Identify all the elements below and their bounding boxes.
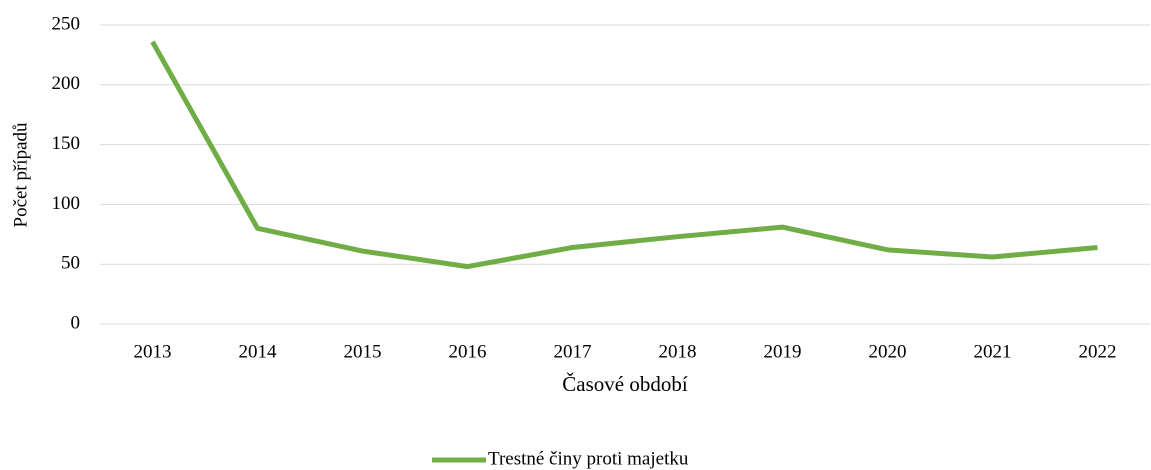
x-tick-label: 2016 [449,341,487,362]
x-tick-label: 2015 [344,341,382,362]
x-tick-label: 2018 [659,341,697,362]
x-tick-label: 2022 [1079,341,1117,362]
y-tick-label: 100 [52,193,81,214]
x-tick-label: 2017 [554,341,592,362]
x-tick-label: 2013 [134,341,172,362]
y-tick-label: 150 [52,133,81,154]
x-tick-label: 2021 [974,341,1012,362]
x-tick-label: 2019 [764,341,802,362]
y-tick-label: 0 [71,312,81,333]
y-tick-label: 50 [61,253,80,274]
x-tick-label: 2014 [239,341,278,362]
line-series [150,40,1098,270]
legend-label: Trestné činy proti majetku [488,448,689,469]
x-axis-title: Časové období [562,372,688,396]
y-axis-title: Počet případů [10,122,31,228]
x-tick-label: 2020 [869,341,907,362]
y-tick-label: 250 [52,13,81,34]
y-tick-label: 200 [52,73,81,94]
